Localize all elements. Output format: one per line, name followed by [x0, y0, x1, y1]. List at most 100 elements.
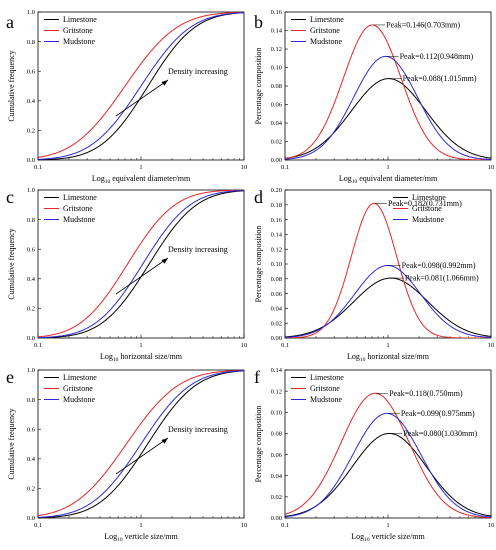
density-annotation: Density increasing — [168, 425, 228, 434]
x-tick-label: 10 — [488, 164, 495, 171]
x-tick-label: 10 — [241, 522, 248, 529]
y-tick-label: 0.14 — [271, 367, 283, 374]
peak-annotation: Peak=0.118(0.750mm) — [389, 389, 463, 398]
y-tick-label: 0.2 — [27, 128, 35, 135]
legend-label: Mudstone — [63, 215, 95, 224]
y-tick-label: 0.12 — [271, 388, 282, 395]
y-tick-label: 0.16 — [271, 9, 283, 16]
series-group — [38, 370, 244, 518]
y-tick-label: 1.0 — [27, 187, 35, 194]
density-arrow-head — [161, 438, 168, 444]
density-arrow-line — [115, 437, 169, 475]
series-line-mudstone — [38, 12, 244, 160]
legend-label: Limestone — [63, 193, 97, 202]
panel-letter: c — [6, 187, 14, 207]
x-axis-label: Log10 verticle size/mm — [351, 532, 425, 543]
x-tick-label: 10 — [241, 342, 248, 349]
series-line-gritstone — [285, 392, 491, 518]
y-tick-label: 0.0 — [27, 515, 35, 522]
density-arrow-line — [115, 79, 169, 117]
panel-letter: a — [6, 12, 14, 32]
y-tick-label: 0.14 — [271, 28, 283, 35]
y-axis-label: Percentage composition — [254, 226, 263, 303]
legend-label: Limestone — [310, 15, 344, 24]
x-tick-label: 10 — [488, 522, 495, 529]
legend-label: Mudstone — [310, 395, 342, 404]
x-tick-label: 0.1 — [281, 164, 289, 171]
x-tick-label: 1 — [139, 522, 142, 529]
legend-label: Gritstone — [63, 204, 93, 213]
x-tick-label: 1 — [386, 342, 389, 349]
x-tick-label: 1 — [386, 164, 389, 171]
y-tick-label: 0.04 — [271, 120, 283, 127]
y-tick-label: 0.0 — [27, 335, 35, 342]
x-tick-label: 0.1 — [34, 522, 42, 529]
peak-annotation: Peak=0.146(0.703mm) — [386, 20, 460, 29]
legend-label: Gritstone — [412, 204, 442, 213]
panel-d: d 0.00 0.02 0.04 0.06 0.08 0.10 0.12 0.14 0.16 0.1… — [254, 187, 494, 363]
y-tick-label: 0.08 — [271, 431, 282, 438]
legend-label: Gritstone — [63, 384, 93, 393]
series-line-mudstone — [285, 55, 491, 160]
peak-annotation: Peak=0.099(0.975mm) — [401, 409, 475, 418]
density-annotation: Density increasing — [168, 67, 228, 76]
y-tick-label: 0.12 — [271, 246, 282, 253]
y-tick-label: 0.4 — [27, 98, 36, 105]
x-tick-label: 1 — [139, 342, 142, 349]
legend-label: Limestone — [63, 373, 97, 382]
panel-e: e 0.0 0.2 0.4 0.6 0.8 1.0 0.1 1 10 Log10 verticle … — [6, 367, 247, 543]
x-axis-label: Log10 horizontal size/mm — [347, 352, 430, 363]
y-tick-label: 0.0 — [27, 157, 35, 164]
y-tick-label: 0.10 — [271, 409, 282, 416]
y-tick-label: 0.10 — [271, 65, 282, 72]
y-tick-label: 0.00 — [271, 157, 282, 164]
y-tick-label: 0.18 — [271, 202, 282, 209]
y-tick-label: 0.00 — [271, 335, 282, 342]
y-tick-label: 1.0 — [27, 367, 35, 374]
peak-annotation: Peak=0.081(1.066mm) — [405, 274, 479, 283]
panel-letter: b — [254, 12, 263, 32]
y-tick-label: 0.6 — [27, 426, 36, 433]
legend-label: Mudstone — [63, 395, 95, 404]
peak-annotation: Peak=0.098(0.992mm) — [402, 261, 476, 270]
legend-label: Mudstone — [63, 37, 95, 46]
legend-label: Limestone — [63, 15, 97, 24]
panel-f: f 0.00 0.02 0.04 0.06 0.08 0.10 0.12 0.14 0.1 1 10 L… — [254, 367, 494, 543]
y-axis-label: Cumulative frequency — [7, 228, 16, 299]
series-line-gritstone — [38, 190, 244, 338]
y-tick-label: 0.00 — [271, 515, 282, 522]
y-tick-label: 0.4 — [27, 276, 36, 283]
series-group — [38, 12, 244, 160]
y-tick-label: 0.04 — [271, 306, 283, 313]
y-tick-label: 0.2 — [27, 486, 35, 493]
peak-annotation: Peak=0.088(1.015mm) — [403, 74, 477, 83]
series-line-gritstone — [285, 24, 491, 160]
x-tick-label: 0.1 — [281, 342, 289, 349]
series-line-limestone — [38, 370, 244, 518]
y-tick-label: 0.08 — [271, 276, 282, 283]
series-group — [285, 24, 491, 160]
y-axis-label: Cumulative frequency — [7, 408, 16, 479]
x-axis-label: Log10 horizontal size/mm — [100, 352, 183, 363]
x-tick-label: 1 — [386, 522, 389, 529]
series-line-mudstone — [285, 264, 491, 338]
series-line-limestone — [285, 432, 491, 517]
y-tick-label: 0.06 — [271, 102, 283, 109]
y-tick-label: 1.0 — [27, 9, 35, 16]
panel-letter: f — [254, 367, 260, 387]
series-line-gritstone — [285, 202, 491, 338]
y-axis-label: Percentage composition — [254, 48, 263, 125]
y-tick-label: 0.04 — [271, 473, 283, 480]
series-line-limestone — [285, 277, 491, 338]
panel-letter: e — [6, 367, 14, 387]
density-arrow-head — [161, 80, 168, 86]
series-line-mudstone — [38, 370, 244, 518]
y-tick-label: 0.08 — [271, 83, 282, 90]
legend-label: Mudstone — [412, 215, 444, 224]
x-tick-label: 10 — [241, 164, 248, 171]
y-tick-label: 0.02 — [271, 494, 282, 501]
y-tick-label: 0.16 — [271, 217, 283, 224]
x-tick-label: 10 — [488, 342, 495, 349]
legend-label: Mudstone — [310, 37, 342, 46]
